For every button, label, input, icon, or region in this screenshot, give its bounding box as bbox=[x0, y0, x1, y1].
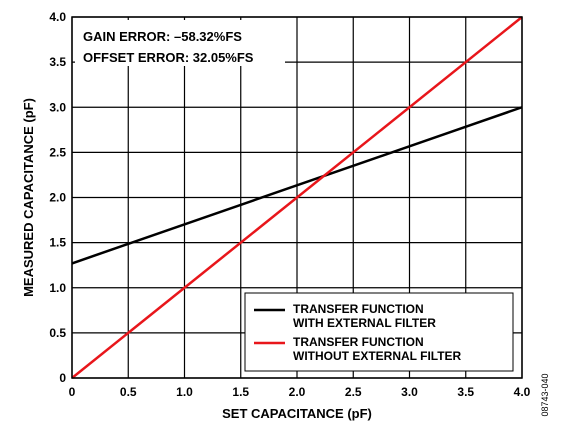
annotation-background bbox=[75, 20, 285, 66]
plot-frame bbox=[71, 16, 523, 379]
figure-id: 08743-040 bbox=[540, 373, 550, 416]
y-tick-label: 1.5 bbox=[49, 236, 66, 250]
legend-label-with-filter-line1: TRANSFER FUNCTION bbox=[293, 302, 424, 316]
annotation-box: GAIN ERROR: –58.32%FS OFFSET ERROR: 32.0… bbox=[75, 20, 285, 66]
gain-error-annotation: GAIN ERROR: –58.32%FS bbox=[83, 29, 242, 44]
y-tick-label: 2.5 bbox=[49, 145, 66, 159]
legend-label-without-filter-line2: WITHOUT EXTERNAL FILTER bbox=[293, 349, 462, 363]
legend-background bbox=[244, 292, 514, 372]
x-tick-label: 0.5 bbox=[120, 385, 137, 399]
x-tick-label: 3.0 bbox=[401, 385, 418, 399]
x-tick-label: 3.5 bbox=[457, 385, 474, 399]
x-tick-label: 4.0 bbox=[514, 385, 531, 399]
offset-error-annotation: OFFSET ERROR: 32.05%FS bbox=[83, 50, 254, 65]
y-axis-title: MEASURED CAPACITANCE (pF) bbox=[21, 98, 36, 297]
y-tick-label: 4.0 bbox=[49, 10, 66, 24]
x-tick-label: 2.5 bbox=[345, 385, 362, 399]
series-line-without-filter bbox=[71, 16, 523, 379]
y-tick-label: 1.0 bbox=[49, 281, 66, 295]
x-tick-label: 1.0 bbox=[176, 385, 193, 399]
tick-labels: 0 0.5 1.0 1.5 2.0 2.5 3.0 3.5 4.0 0 0.5 1.0 1.5 2.0 2.… bbox=[49, 10, 530, 399]
y-tick-label: 0.5 bbox=[49, 326, 66, 340]
y-tick-label: 3.5 bbox=[49, 55, 66, 69]
x-tick-label: 1.5 bbox=[232, 385, 249, 399]
legend-label-without-filter-line1: TRANSFER FUNCTION bbox=[293, 335, 424, 349]
legend-label-with-filter-line2: WITH EXTERNAL FILTER bbox=[293, 316, 436, 330]
x-axis-title: SET CAPACITANCE (pF) bbox=[222, 406, 372, 421]
x-tick-label: 0 bbox=[69, 385, 76, 399]
y-tick-label: 0 bbox=[59, 371, 66, 385]
series-line-with-filter bbox=[71, 106, 523, 265]
legend: TRANSFER FUNCTION WITH EXTERNAL FILTER T… bbox=[244, 292, 514, 372]
y-tick-label: 2.0 bbox=[49, 191, 66, 205]
x-tick-label: 2.0 bbox=[289, 385, 306, 399]
series-lines bbox=[71, 16, 523, 379]
y-tick-label: 3.0 bbox=[49, 100, 66, 114]
